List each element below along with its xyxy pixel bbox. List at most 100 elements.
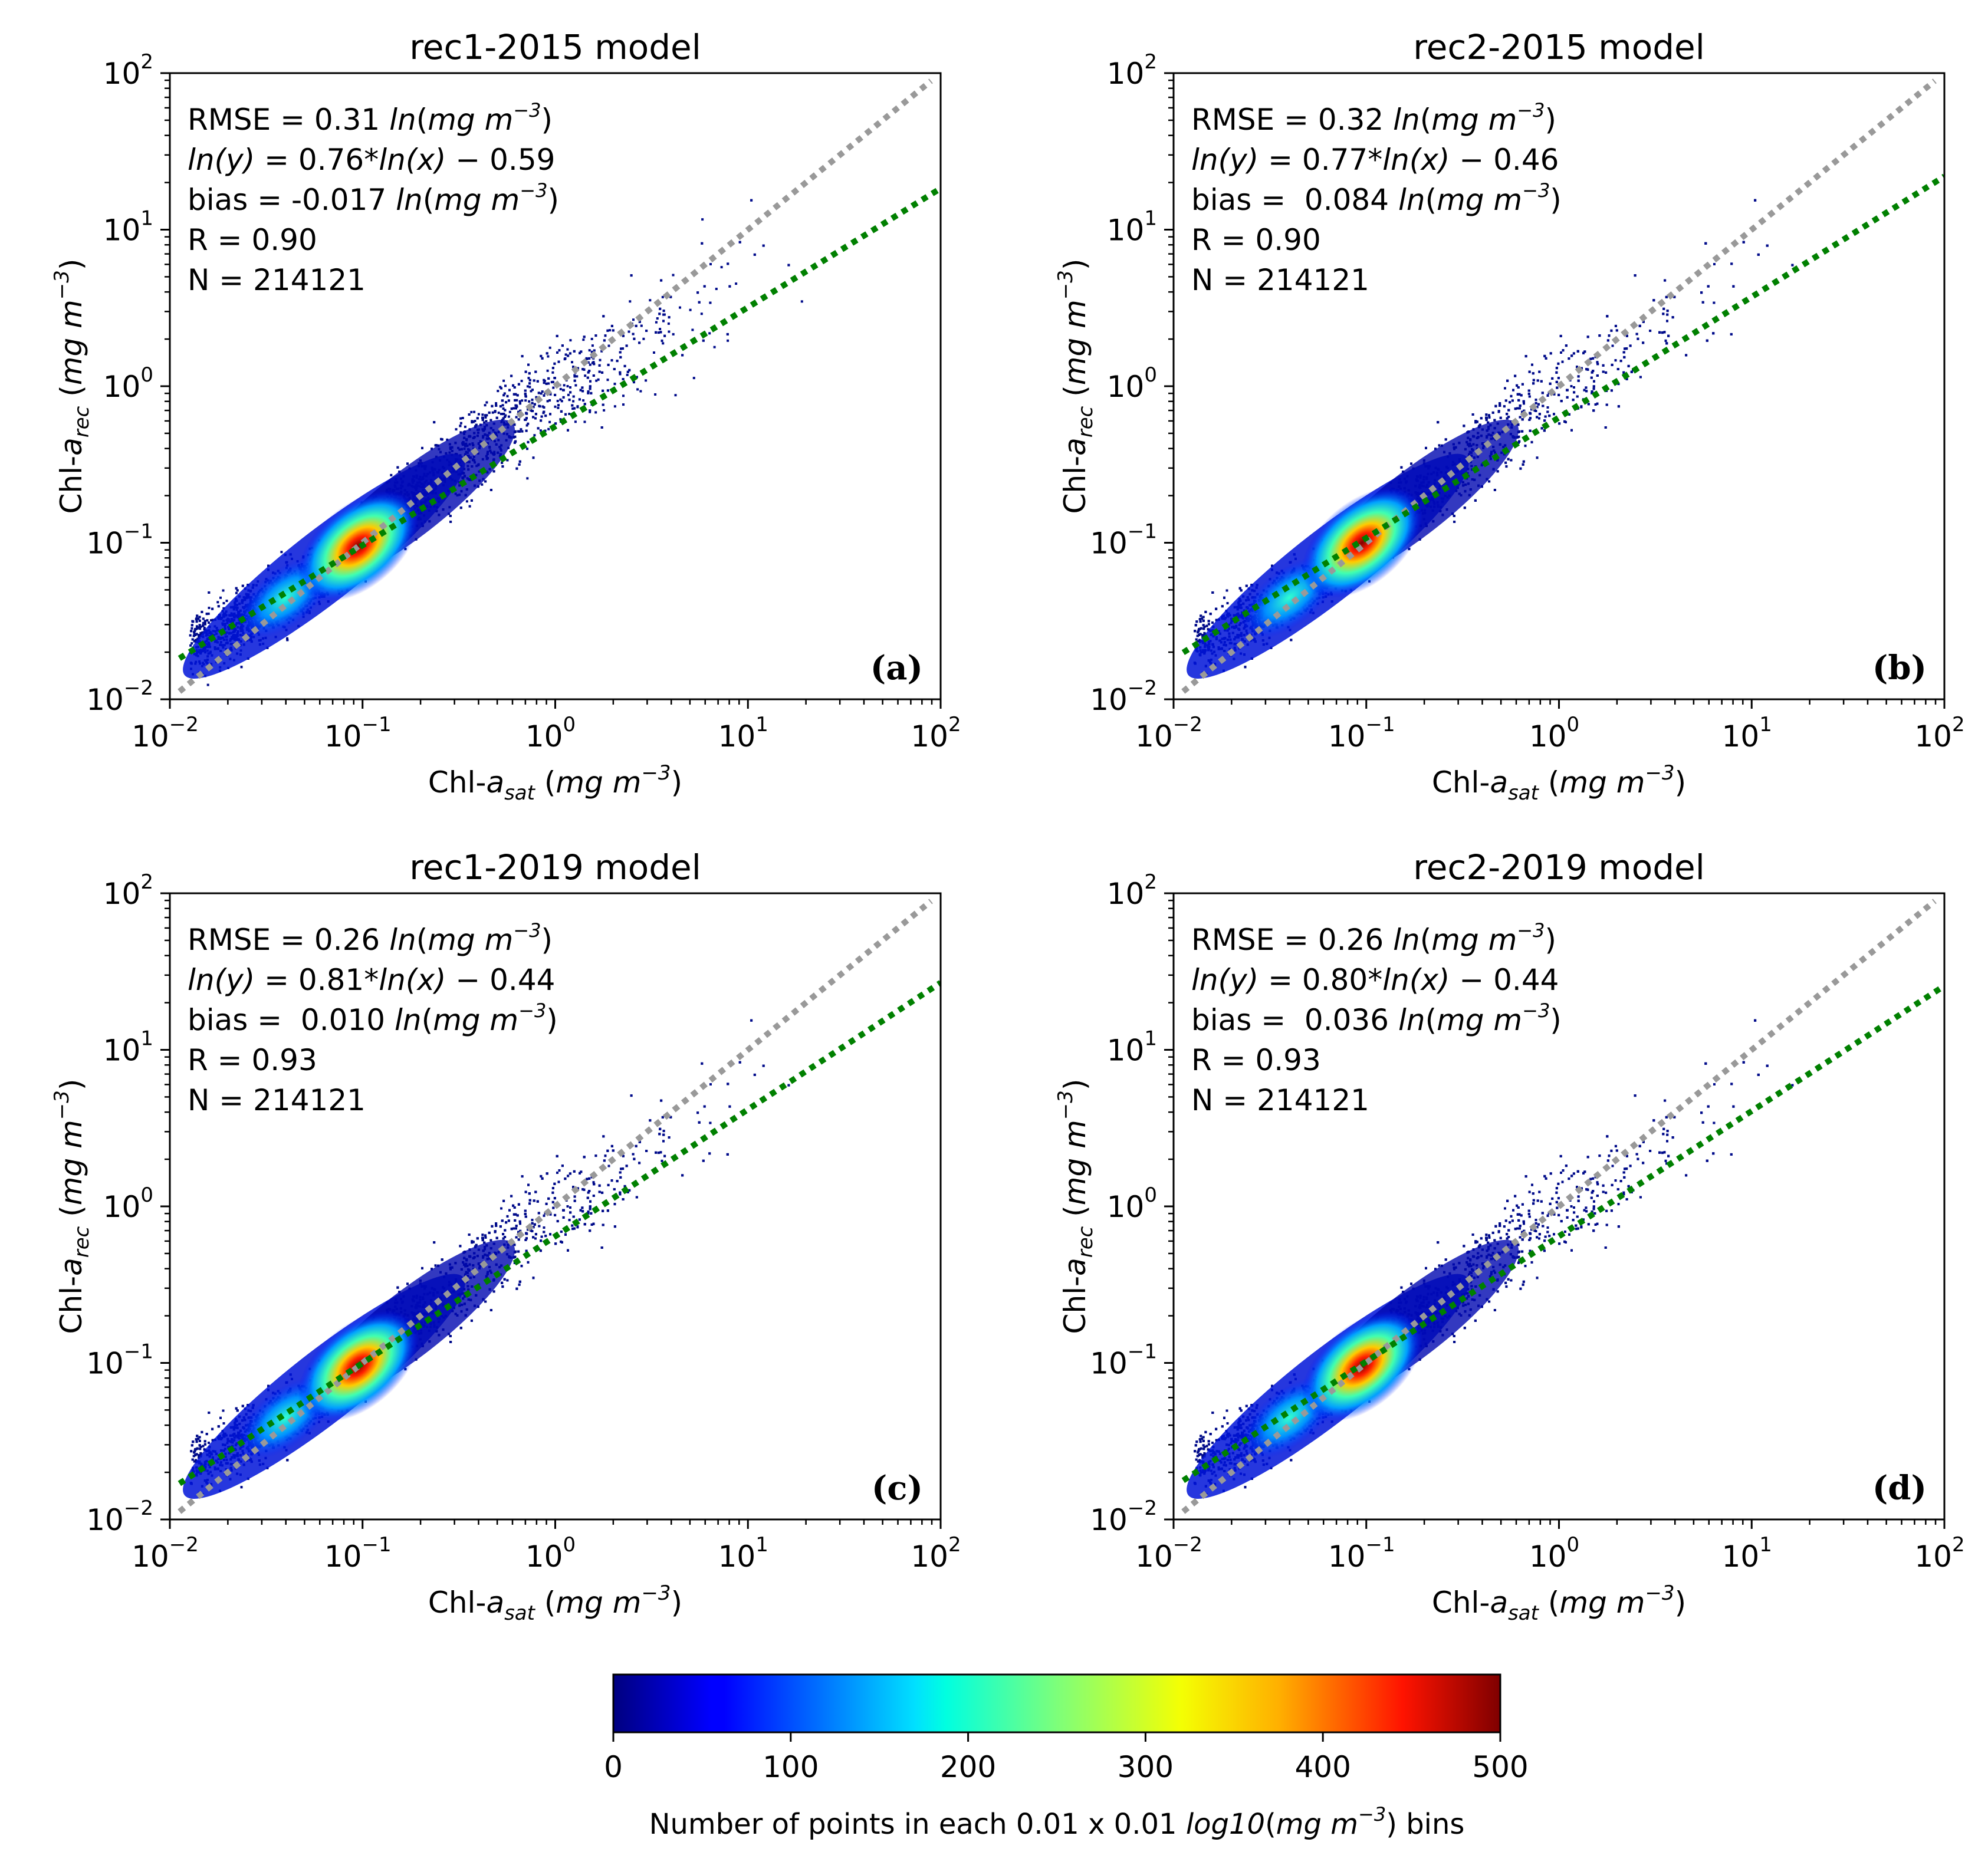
x-tick-label: 10−2 — [132, 713, 199, 754]
x-tick-label: 100 — [1529, 1533, 1579, 1574]
y-tick-label: 10−2 — [86, 676, 153, 717]
y-axis-label: Chl-arec (mg m−3) — [1054, 259, 1097, 514]
axis-ticks: 10−210−2 10−1 10−1 100 100 101 101 102 102 — [1090, 50, 1964, 754]
one-to-one-line — [1181, 78, 1937, 694]
y-tick-label: 10−2 — [86, 1496, 153, 1537]
x-tick-label: 10−1 — [1328, 1533, 1395, 1574]
y-tick-label: 10−1 — [1090, 520, 1157, 561]
x-axis-label: Chl-asat (mg m−3) — [1432, 761, 1686, 805]
colorbar-tick-label: 500 — [1472, 1750, 1528, 1784]
y-tick-label: 10−1 — [86, 520, 153, 561]
x-axis-label: Chl-asat (mg m−3) — [428, 761, 682, 805]
colorbar-label: Number of points in each 0.01 x 0.01 log… — [649, 1803, 1465, 1841]
stats-block: RMSE = 0.26 ln(mg m−3) ln(y) = 0.81*ln(x)… — [188, 919, 558, 1117]
x-tick-label: 101 — [1722, 1533, 1772, 1574]
stats-block: RMSE = 0.26 ln(mg m−3) ln(y) = 0.80*ln(x)… — [1191, 919, 1562, 1117]
colorbar-ticks: 0 100 200 300 400 500 — [604, 1732, 1529, 1784]
y-tick-label: 100 — [103, 363, 153, 404]
panel-title: rec2-2019 model — [1413, 847, 1705, 887]
panel-title: rec1-2019 model — [409, 847, 701, 887]
stat-bias: bias = 0.084 ln(mg m−3) — [1191, 179, 1562, 217]
y-tick-label: 102 — [1107, 50, 1157, 91]
y-tick-label: 100 — [1107, 1183, 1157, 1224]
stat-n: N = 214121 — [1191, 1083, 1369, 1117]
stats-block: RMSE = 0.31 ln(mg m−3) ln(y) = 0.76*ln(x)… — [188, 99, 559, 297]
panel-2: 10−210−2 10−1 10−1 100 100 101 101 102 102 rec2-2… — [1054, 27, 1965, 805]
stat-n: N = 214121 — [188, 263, 366, 297]
x-tick-label: 102 — [911, 713, 961, 754]
fit-line — [1181, 173, 1944, 655]
y-tick-label: 10−1 — [86, 1340, 153, 1381]
y-tick-label: 101 — [1107, 207, 1157, 248]
stat-n: N = 214121 — [188, 1083, 366, 1117]
x-tick-label: 10−1 — [324, 1533, 392, 1574]
y-tick-label: 10−2 — [1090, 676, 1157, 717]
x-tick-label: 10−2 — [132, 1533, 199, 1574]
fit-line — [1181, 983, 1944, 1483]
x-tick-label: 102 — [1914, 1533, 1964, 1574]
y-tick-label: 100 — [1107, 363, 1157, 404]
stat-bias: bias = -0.017 ln(mg m−3) — [188, 179, 559, 217]
y-tick-label: 102 — [103, 50, 153, 91]
colorbar-gradient — [612, 1673, 1501, 1733]
y-tick-label: 10−1 — [1090, 1340, 1157, 1381]
stat-equation: ln(y) = 0.77*ln(x) − 0.46 — [1191, 143, 1559, 177]
y-tick-label: 101 — [1107, 1027, 1157, 1068]
panel-label: (d) — [1872, 1469, 1927, 1508]
x-tick-label: 100 — [525, 713, 576, 754]
y-tick-label: 102 — [103, 870, 153, 911]
colorbar-tick-label: 400 — [1294, 1750, 1350, 1784]
stat-r: R = 0.93 — [188, 1043, 317, 1077]
panel-title: rec1-2015 model — [409, 27, 701, 67]
x-tick-label: 101 — [718, 1533, 768, 1574]
y-tick-label: 101 — [103, 207, 153, 248]
axis-ticks: 10−210−2 10−1 10−1 100 100 101 101 102 102 — [1090, 870, 1964, 1574]
stat-rmse: RMSE = 0.26 ln(mg m−3) — [188, 919, 553, 957]
stat-bias: bias = 0.010 ln(mg m−3) — [188, 999, 558, 1037]
stat-equation: ln(y) = 0.80*ln(x) − 0.44 — [1191, 963, 1559, 997]
y-axis-label: Chl-arec (mg m−3) — [1054, 1079, 1097, 1334]
stat-equation: ln(y) = 0.81*ln(x) − 0.44 — [188, 963, 555, 997]
fit-line — [178, 186, 941, 661]
x-tick-label: 102 — [911, 1533, 961, 1574]
y-axis-label: Chl-arec (mg m−3) — [50, 259, 94, 514]
colorbar-tick-label: 200 — [940, 1750, 996, 1784]
x-tick-label: 101 — [1722, 713, 1772, 754]
panel-1: 10−210−2 10−1 10−1 100 100 101 101 102 102 rec1-2… — [50, 27, 961, 805]
stat-r: R = 0.90 — [1191, 223, 1321, 257]
x-tick-label: 10−2 — [1135, 713, 1202, 754]
y-axis-label: Chl-arec (mg m−3) — [50, 1079, 94, 1334]
x-axis-label: Chl-asat (mg m−3) — [428, 1581, 682, 1625]
one-to-one-line — [178, 899, 933, 1514]
stats-block: RMSE = 0.32 ln(mg m−3) ln(y) = 0.77*ln(x)… — [1191, 99, 1562, 297]
colorbar: 0 100 200 300 400 500 Number of points in eac… — [604, 1673, 1529, 1841]
panel-label: (c) — [872, 1469, 923, 1508]
axis-ticks: 10−210−2 10−1 10−1 100 100 101 101 102 102 — [86, 50, 961, 754]
x-tick-label: 102 — [1914, 713, 1964, 754]
colorbar-tick-label: 300 — [1118, 1750, 1174, 1784]
density-cloud — [1187, 199, 1794, 679]
stat-rmse: RMSE = 0.31 ln(mg m−3) — [188, 99, 553, 137]
panel-4: 10−210−2 10−1 10−1 100 100 101 101 102 102 rec2-2… — [1054, 847, 1965, 1625]
stat-rmse: RMSE = 0.32 ln(mg m−3) — [1191, 99, 1556, 137]
stat-bias: bias = 0.036 ln(mg m−3) — [1191, 999, 1562, 1037]
panel-title: rec2-2015 model — [1413, 27, 1705, 67]
panel-label: (a) — [870, 649, 923, 687]
y-tick-label: 102 — [1107, 870, 1157, 911]
axis-ticks: 10−210−2 10−1 10−1 100 100 101 101 102 102 — [86, 870, 961, 1574]
panel-label: (b) — [1872, 649, 1927, 687]
x-axis-label: Chl-asat (mg m−3) — [1432, 1581, 1686, 1625]
one-to-one-line — [1181, 899, 1937, 1514]
one-to-one-line — [178, 78, 933, 694]
colorbar-tick-label: 100 — [763, 1750, 819, 1784]
stat-n: N = 214121 — [1191, 263, 1369, 297]
x-tick-label: 100 — [525, 1533, 576, 1574]
stat-rmse: RMSE = 0.26 ln(mg m−3) — [1191, 919, 1556, 957]
stat-r: R = 0.93 — [1191, 1043, 1321, 1077]
fit-line — [178, 980, 941, 1486]
x-tick-label: 10−1 — [1328, 713, 1395, 754]
y-tick-label: 101 — [103, 1027, 153, 1068]
x-tick-label: 101 — [718, 713, 768, 754]
